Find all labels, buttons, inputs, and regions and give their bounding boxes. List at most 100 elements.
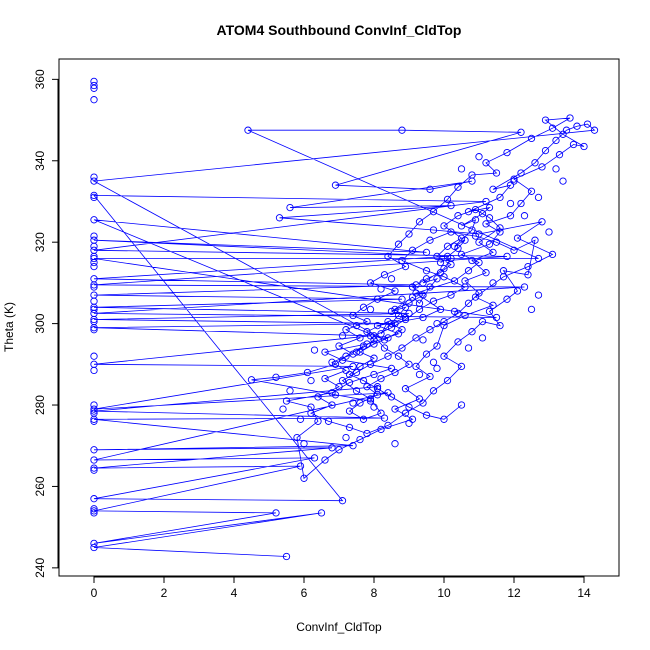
data-point-0-260 [440, 222, 448, 230]
data-point-0-203 [478, 317, 487, 326]
data-point-0-75 [349, 362, 357, 371]
data-point-0-249 [464, 299, 473, 307]
data-point-0-118 [391, 405, 399, 413]
data-point-0-1 [90, 543, 98, 552]
data-point-0-33 [433, 275, 441, 283]
data-point-0-277 [370, 354, 378, 362]
data-point-0-143 [475, 258, 483, 267]
data-point-0-47 [496, 193, 504, 202]
data-point-0-204 [496, 321, 504, 330]
data-point-0-6 [296, 462, 305, 470]
data-point-0-124 [300, 474, 308, 482]
data-point-0-271 [401, 313, 410, 322]
data-point-0-188 [314, 393, 322, 401]
isolated-point-35 [310, 346, 319, 354]
data-point-0-9 [90, 446, 98, 454]
data-point-0-82 [90, 191, 98, 200]
isolated-point-25 [534, 291, 543, 299]
data-point-0-216 [408, 246, 417, 254]
data-point-0-258 [471, 205, 480, 214]
data-point-0-158 [566, 114, 574, 122]
data-point-0-17 [272, 373, 280, 381]
data-point-0-87 [520, 283, 529, 291]
isolated-point-1 [90, 81, 98, 90]
data-point-0-37 [436, 258, 445, 267]
data-point-0-253 [468, 256, 476, 265]
data-point-0-130 [345, 378, 354, 387]
isolated-point-51 [377, 285, 385, 293]
data-point-0-126 [314, 417, 322, 425]
isolated-point-14 [90, 317, 98, 326]
isolated-point-17 [90, 366, 98, 375]
data-point-0-168 [415, 218, 424, 226]
data-point-0-195 [401, 409, 410, 417]
data-point-0-56 [583, 120, 592, 128]
data-point-0-44 [478, 210, 487, 218]
data-point-0-212 [492, 238, 501, 246]
data-point-0-167 [429, 208, 438, 216]
data-point-0-92 [244, 126, 252, 134]
data-point-0-12 [380, 414, 389, 422]
data-point-0-241 [352, 368, 361, 377]
isolated-point-16 [90, 352, 98, 360]
data-point-0-280 [359, 376, 368, 385]
data-point-0-278 [356, 362, 364, 371]
isolated-point-9 [90, 258, 98, 267]
isolated-point-6 [90, 232, 98, 240]
data-point-0-170 [394, 240, 403, 248]
isolated-point-39 [391, 440, 399, 448]
data-point-0-223 [415, 305, 424, 314]
data-point-0-180 [342, 326, 350, 334]
data-point-0-134 [321, 348, 329, 356]
data-point-0-214 [447, 228, 455, 236]
x-tick-label-4: 4 [231, 586, 238, 600]
x-axis-label: ConvInf_CldTop [296, 620, 382, 634]
data-point-0-67 [398, 295, 406, 303]
isolated-point-40 [405, 419, 413, 427]
data-point-0-192 [345, 423, 354, 432]
data-point-0-142 [464, 267, 473, 275]
data-point-0-89 [492, 313, 501, 322]
isolated-point-2 [90, 84, 98, 92]
isolated-point-18 [90, 401, 98, 409]
isolated-point-42 [429, 358, 438, 366]
data-point-0-160 [527, 134, 536, 143]
data-point-0-217 [398, 256, 406, 265]
data-point-0-197 [429, 387, 438, 395]
data-point-0-43 [457, 222, 466, 230]
data-point-0-254 [489, 248, 497, 257]
isolated-point-50 [387, 275, 396, 283]
data-point-0-263 [433, 252, 441, 261]
isolated-point-27 [559, 177, 567, 185]
data-point-0-98 [286, 203, 294, 212]
isolated-point-38 [307, 376, 315, 385]
y-tick-label-360: 360 [33, 69, 47, 89]
data-point-0-237 [377, 409, 385, 417]
data-point-0-73 [366, 332, 375, 340]
data-point-0-282 [387, 393, 396, 401]
data-point-0-179 [363, 317, 371, 326]
data-point-0-27 [394, 311, 403, 320]
data-point-0-165 [454, 183, 462, 191]
data-point-0-255 [475, 238, 483, 246]
data-point-0-45 [485, 203, 494, 212]
x-tick-label-10: 10 [437, 586, 451, 600]
data-point-0-111 [440, 321, 448, 330]
data-point-0-206 [503, 295, 511, 303]
data-point-0-191 [324, 417, 333, 425]
data-point-0-155 [580, 142, 588, 151]
isolated-point-54 [338, 332, 347, 340]
data-point-0-96 [426, 185, 434, 193]
isolated-point-56 [534, 193, 543, 202]
isolated-point-57 [552, 165, 560, 173]
isolated-point-13 [90, 305, 98, 314]
data-point-0-46 [464, 208, 473, 216]
data-point-0-14 [373, 383, 382, 391]
data-point-0-101 [429, 226, 438, 234]
data-point-0-201 [454, 338, 462, 346]
data-point-0-137 [373, 321, 382, 330]
data-point-0-88 [90, 309, 98, 318]
data-point-0-140 [412, 289, 420, 297]
x-tick-label-6: 6 [301, 586, 308, 600]
data-point-0-115 [426, 372, 434, 381]
